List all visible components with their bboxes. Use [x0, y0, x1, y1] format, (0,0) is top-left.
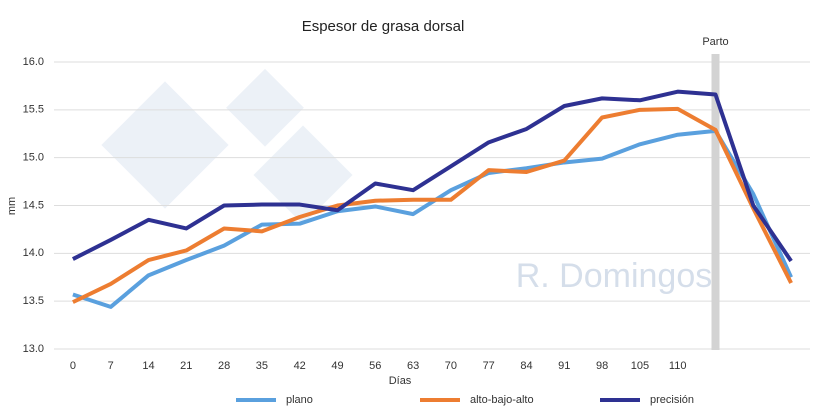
y-tick-label: 14.0 [23, 247, 44, 259]
x-tick-label: 42 [294, 360, 306, 372]
series-line [72, 128, 793, 309]
x-tick-label: 91 [558, 360, 570, 372]
legend-label: precisión [650, 394, 694, 406]
x-axis-label: Días [389, 375, 412, 387]
y-tick-label: 14.5 [23, 199, 44, 211]
chart-title: Espesor de grasa dorsal [302, 18, 465, 35]
legend-label: alto-bajo-alto [470, 394, 534, 406]
x-tick-label: 7 [108, 360, 114, 372]
logo-watermark [101, 68, 353, 225]
series-line [71, 89, 793, 263]
y-tick-label: 13.0 [23, 343, 44, 355]
x-tick-label: 56 [369, 360, 381, 372]
x-tick-label: 77 [483, 360, 495, 372]
x-tick-label: 49 [331, 360, 343, 372]
y-axis-label: mm [6, 197, 18, 215]
annotation: Parto [702, 36, 728, 48]
x-tick-label: 35 [256, 360, 268, 372]
x-tick-label: 105 [631, 360, 649, 372]
x-tick-label: 0 [70, 360, 76, 372]
y-tick-label: 15.5 [23, 104, 44, 116]
x-tick-label: 21 [180, 360, 192, 372]
x-tick-label: 98 [596, 360, 608, 372]
x-tick-label: 63 [407, 360, 419, 372]
y-tick-label: 13.5 [23, 295, 44, 307]
y-tick-label: 15.0 [23, 152, 44, 164]
x-tick-label: 28 [218, 360, 230, 372]
y-tick-label: 16.0 [23, 56, 44, 68]
x-tick-label: 70 [445, 360, 457, 372]
x-tick-label: 84 [520, 360, 532, 372]
parto-band [711, 54, 720, 350]
watermark: R. Domingos [516, 257, 713, 295]
x-tick-label: 14 [142, 360, 154, 372]
x-tick-label: 110 [669, 360, 687, 372]
legend-label: plano [286, 394, 313, 406]
series-line [72, 106, 793, 304]
